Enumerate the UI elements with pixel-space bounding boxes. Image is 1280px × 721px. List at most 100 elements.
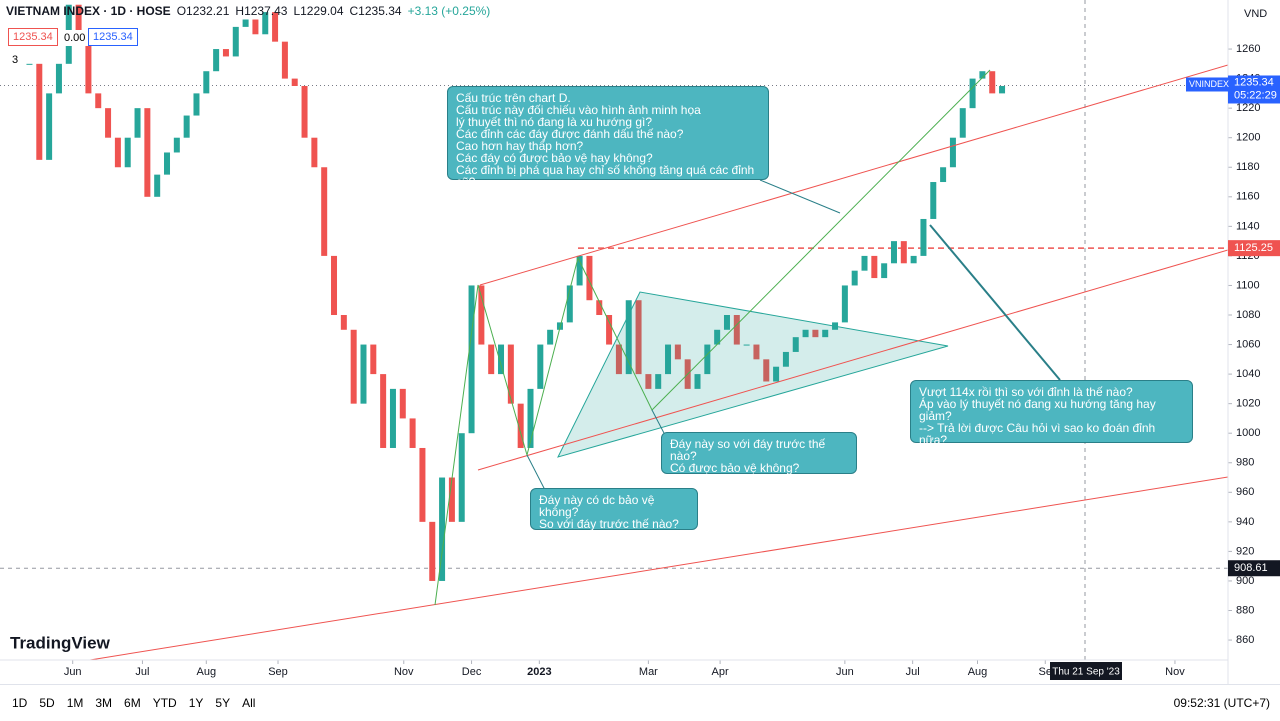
channel-line[interactable] [479,64,1228,286]
range-button[interactable]: 6M [124,696,141,710]
range-button[interactable]: 1D [12,696,28,710]
candle [389,388,396,448]
candle [743,344,750,346]
candle [979,71,986,79]
candle [36,63,43,160]
candle [321,167,328,256]
range-button[interactable]: 1Y [188,696,204,710]
candle [655,374,662,389]
channel-line[interactable] [477,249,1228,471]
candle [350,329,357,404]
annotation-line: Đáy này có dc bảo vệ không? [539,493,655,519]
candle [802,329,809,338]
x-tick-label: Aug [197,666,217,678]
candle [183,115,190,138]
candle [124,137,131,168]
series-label: VNINDEX [1189,79,1229,89]
cursor-price: 908.61 [1234,562,1268,574]
x-tick-label: Aug [968,666,988,678]
candle [75,4,82,35]
candle [645,374,652,389]
ohlc: L1229.04 [293,4,344,18]
x-tick-label: Jul [906,666,920,678]
buy-price[interactable]: 1235.34 [88,28,138,46]
candle [537,344,544,389]
annotation-line: Vượt 114x rồi thì so với đỉnh là thế nào… [919,385,1133,399]
candle [507,344,514,404]
indicator-count[interactable]: 3 [8,52,23,68]
annotation[interactable]: Vượt 114x rồi thì so với đỉnh là thế nào… [910,380,1193,458]
y-tick-label: 1200 [1236,132,1260,144]
symbol[interactable]: VIETNAM INDEX · 1D · HOSE [6,4,171,18]
range-button[interactable]: 5D [39,696,55,710]
candle [900,241,907,264]
cursor-tag [1228,560,1280,577]
candle [969,78,976,109]
annotation-line: Áp vào lý thuyết nó đang xu hướng tăng h… [919,397,1156,423]
candle [733,315,740,345]
x-tick-label: Nov [394,666,414,678]
candle [625,300,632,375]
candle [763,359,770,382]
candle [399,388,406,419]
change: +3.13 (+0.25%) [407,4,491,18]
candle [105,108,112,138]
x-tick-label: 2023 [527,666,551,678]
annotation-line: lý thuyết thì nó đang là xu hướng gì? [456,115,653,129]
y-tick-label: 1160 [1236,191,1260,203]
annotation[interactable]: Đáy này có dc bảo vệ không? So với đáy tr… [530,488,698,530]
legend: VIETNAM INDEX · 1D · HOSE O1232.21 H1237… [6,4,490,18]
candle [458,433,465,522]
range-button[interactable]: 3M [95,696,113,710]
annotation-line: Cấu trúc này đối chiếu vào hình ảnh minh… [456,103,701,117]
candle [46,93,53,160]
annotation-line: Cao hơn hay thấp hơn? [456,139,584,153]
candle [281,41,288,79]
candle [881,263,888,279]
y-tick-label: 920 [1236,545,1254,557]
candle [164,152,171,175]
annotation[interactable]: Đáy này so với đáy trước thế nào? Có được… [661,432,857,474]
drawings [89,64,1228,660]
candle [566,285,573,323]
range-button[interactable]: 5Y [215,696,231,710]
candle [134,108,141,138]
candle [635,300,642,375]
candle [615,344,622,375]
candle [55,63,62,94]
candle [782,351,789,367]
range-button[interactable]: 1M [66,696,84,710]
candle [498,344,505,375]
y-tick-label: 960 [1236,486,1254,498]
clock: 09:52:31 (UTC+7) [1173,696,1270,710]
range-button[interactable]: All [242,696,256,710]
sell-price[interactable]: 1235.34 [8,28,58,46]
y-tick-label: 900 [1236,575,1254,587]
candle [448,477,455,522]
y-tick-label: 1140 [1236,220,1260,232]
channel-line[interactable] [89,476,1228,660]
annotation-line: Đáy này so với đáy trước thế nào? [670,437,826,463]
candle [488,344,495,375]
range-button[interactable]: YTD [152,696,177,710]
y-tick-label: 1020 [1236,398,1260,410]
candle [291,78,298,86]
currency[interactable]: VND [1244,8,1267,20]
price-tag [1228,75,1280,104]
y-tick-label: 1060 [1236,338,1260,350]
candle [812,329,819,338]
annotation[interactable]: Cấu trúc trên chart D. Cấu trúc này đối c… [447,86,769,188]
candle [213,49,220,72]
zigzag[interactable] [434,69,991,606]
candle [380,374,387,448]
candle [468,285,475,434]
candle [949,137,956,168]
candle [370,344,377,375]
annotation-line: Các đáy có được bảo vệ hay không? [456,151,653,165]
candle [114,137,121,168]
y-tick-label: 860 [1236,634,1254,646]
candle [930,182,937,219]
annotation-line: Các đỉnh bị phá qua hay chỉ số không tăn… [456,163,755,189]
y-tick-label: 1260 [1236,43,1260,55]
candle [419,447,426,522]
